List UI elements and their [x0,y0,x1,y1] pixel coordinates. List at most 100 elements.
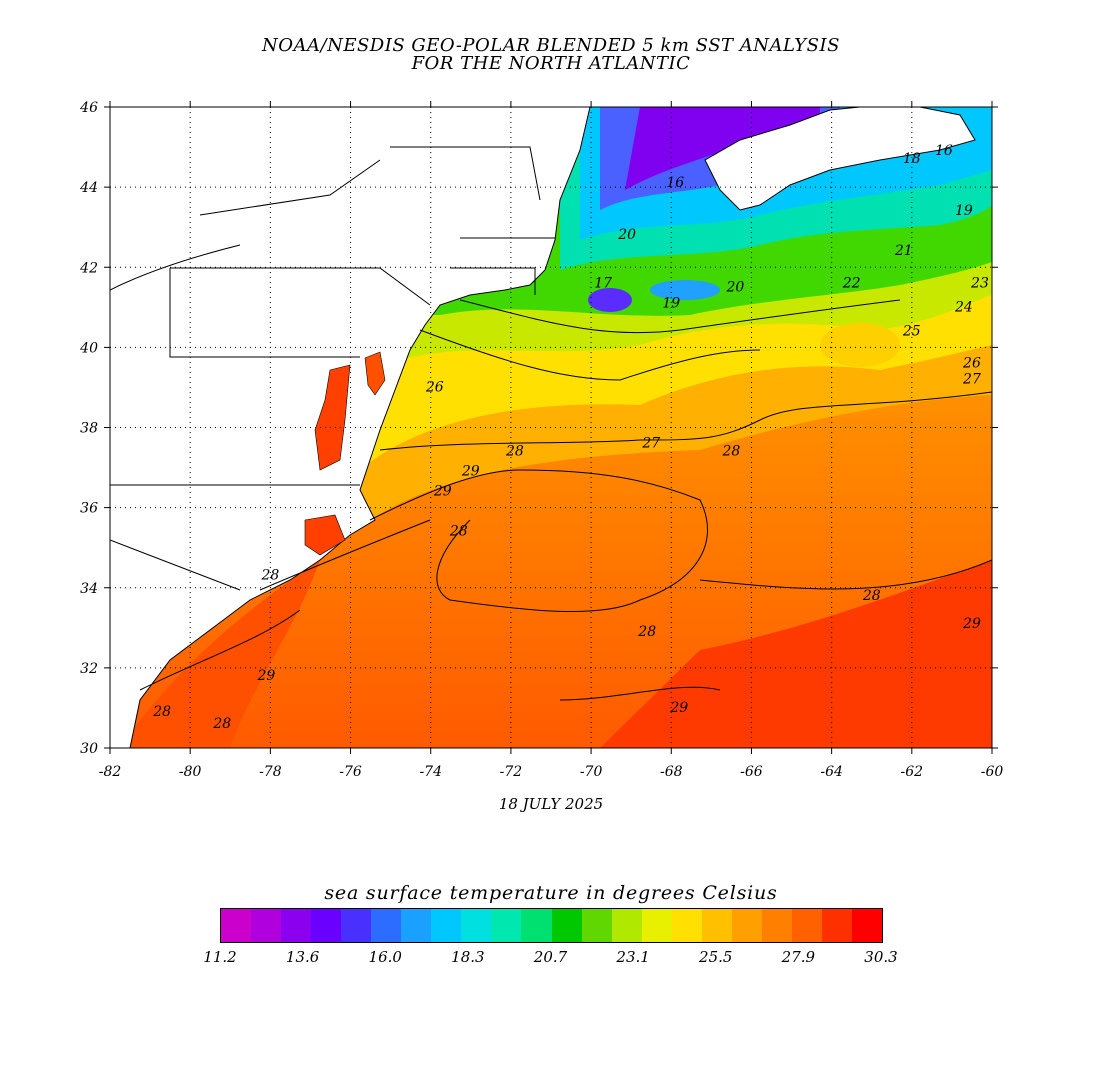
lat-tick-label: 38 [80,421,98,437]
state-borders [110,146,555,591]
colorbar-label: 25.5 [699,948,733,966]
colorbar-label: 23.1 [616,948,650,966]
contour-label: 28 [260,568,279,584]
contour-label: 25 [902,323,921,339]
contour-label: 29 [669,700,688,716]
contour-label: 29 [433,484,452,500]
lat-tick-label: 46 [79,100,98,116]
delaware-bay [364,351,386,396]
colorbar-swatch [521,909,552,942]
contour-label: 29 [461,464,480,480]
contour-label: 17 [594,275,612,291]
warm-eddy [820,323,900,367]
contour-label: 28 [637,624,656,640]
colorbar-swatch [791,909,822,942]
contour-label: 28 [152,704,171,720]
map-title-line2: FOR THE NORTH ATLANTIC [411,53,691,74]
cool-filament [650,280,720,300]
contour-label: 28 [449,524,468,540]
contour-label: 22 [842,275,861,291]
lat-tick-label: 34 [80,581,98,597]
colorbar-label: 18.3 [451,948,485,966]
lat-tick-label: 40 [79,340,98,356]
contour-label: 20 [726,279,745,295]
colorbar-swatch [401,909,432,942]
contour-label: 29 [962,616,981,632]
lon-tick-label: -68 [660,764,683,780]
colorbar-swatch [341,909,372,942]
contour-label: 27 [962,371,981,387]
lat-lon-grid [110,107,992,748]
purple-region [625,107,820,190]
colorbar-swatch [851,909,883,942]
chesapeake-bay [314,364,351,471]
map-title-line1: NOAA/NESDIS GEO-POLAR BLENDED 5 km SST A… [262,35,840,56]
colorbar-label: 13.6 [285,948,320,966]
contour-label: 28 [505,444,524,460]
lon-tick-label: -62 [901,764,924,780]
contour-label: 28 [721,444,740,460]
lon-tick-label: -74 [419,764,442,780]
lat-tick-label: 30 [80,741,98,757]
contour-label: 26 [962,355,981,371]
colorbar-label: 11.2 [203,948,237,966]
contour-label: 19 [955,203,973,219]
lon-tick-label: -64 [820,764,843,780]
colorbar-swatch [311,909,342,942]
contour-label: 26 [425,379,444,395]
colorbar-swatch [551,909,582,942]
lat-tick-label: 36 [80,501,98,517]
contour-label: 18 [903,151,921,167]
hot-water-region [600,560,992,748]
lon-tick-label: -78 [259,764,282,780]
lat-tick-label: 44 [79,180,98,196]
contour-label: 23 [970,275,989,291]
contour-label: 20 [617,227,636,243]
contour-label: 21 [894,243,913,259]
colorbar-swatch [671,909,702,942]
contour-label: 29 [256,668,275,684]
lon-tick-label: -70 [580,764,603,780]
lon-tick-label: -72 [500,764,523,780]
colorbar-title: sea surface temperature in degrees Celsi… [324,882,778,904]
colorbar-swatch [491,909,522,942]
lat-tick-label: 42 [79,260,98,276]
lon-tick-label: -76 [339,764,362,780]
pamlico-sound [304,514,346,556]
contour-label: 24 [954,299,973,315]
colorbar-swatch [611,909,642,942]
contour-label: 28 [862,588,881,604]
contour-label: 19 [662,295,680,311]
contour-label: 16 [935,143,953,159]
colorbar-swatch [821,909,852,942]
contour-label: 16 [666,175,684,191]
colorbar-swatch [761,909,792,942]
colorbar-swatch [221,909,252,942]
lon-tick-label: -66 [740,764,763,780]
colorbar-swatch [701,909,732,942]
colorbar-swatch [461,909,492,942]
colorbar-swatch [431,909,462,942]
contour-label: 28 [212,716,231,732]
colorbar-label: 30.3 [864,948,898,966]
temperature-colorbar [220,908,883,943]
nova-scotia-land [704,107,976,211]
colorbar-swatch [281,909,312,942]
map-axes: -82 -80 -78 -76 -74 -72 -70 -68 -66 -64 -62 -60 30 32… [79,100,1003,780]
contour-label: 27 [641,436,660,452]
lon-tick-label: -80 [179,764,202,780]
cold-eddy [588,288,632,312]
colorbar-swatch [731,909,762,942]
colorbar-label: 16.0 [368,948,402,966]
colorbar-swatch [251,909,282,942]
lat-tick-label: 32 [80,661,98,677]
colorbar-label: 20.7 [533,948,568,966]
colorbar-swatch [371,909,402,942]
colorbar-label: 27.9 [781,948,816,966]
analysis-date: 18 JULY 2025 [498,795,604,813]
isotherm-contours [139,299,992,701]
lon-tick-label: -82 [99,764,122,780]
colorbar-swatch [641,909,672,942]
